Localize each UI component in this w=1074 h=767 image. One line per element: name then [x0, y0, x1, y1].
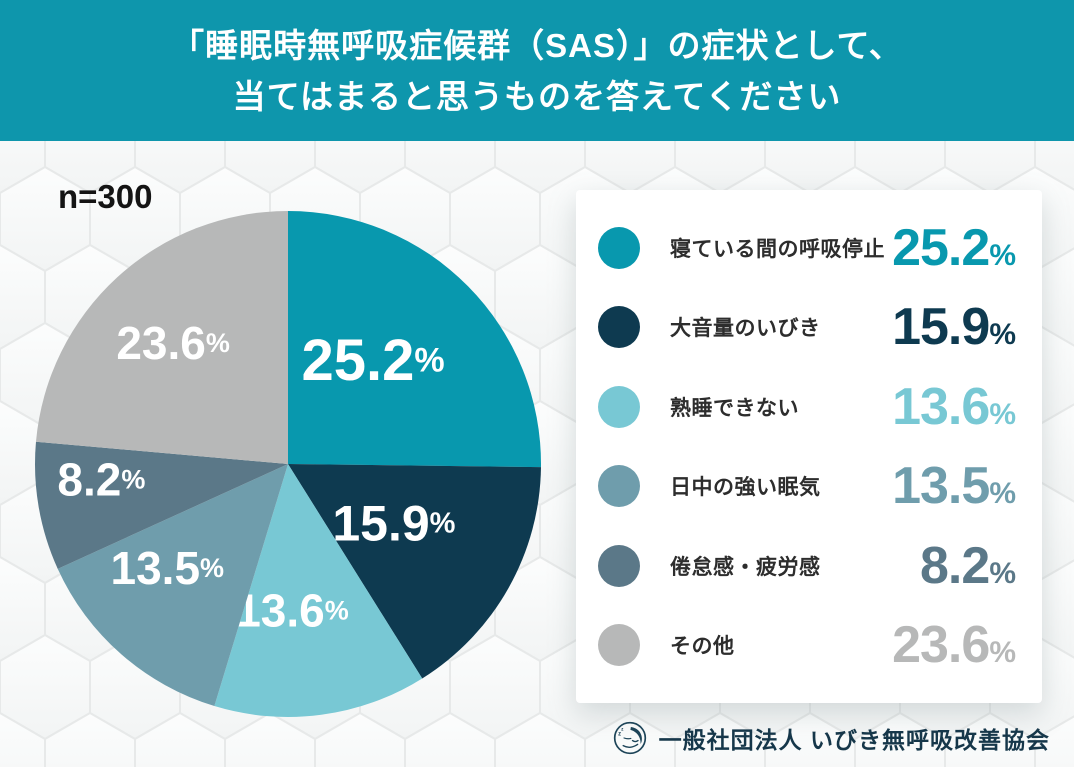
legend-row: 熟睡できない 13.6%: [598, 381, 1016, 433]
pie-slice: [288, 211, 541, 468]
legend-color-dot-icon: [598, 624, 640, 667]
footer: z z 一般社団法人 いびき無呼吸改善協会: [0, 716, 1050, 760]
pie-slice: [35, 441, 289, 569]
legend-panel: 寝ている間の呼吸停止 25.2% 大音量のいびき 15.9% 熟睡できない 13…: [576, 190, 1042, 703]
pie-slice: [57, 464, 289, 707]
legend-value: 13.5%: [892, 457, 1016, 516]
sample-size-label: n=300: [58, 178, 153, 215]
pie-chart: 25.2% 15.9% 13.6% 13.5% 8.2% 23.6%: [33, 209, 543, 719]
legend-value: 23.6%: [892, 616, 1016, 675]
svg-text:z: z: [618, 731, 621, 737]
pie-slice: [214, 464, 423, 718]
legend-color-dot-icon: [598, 226, 640, 269]
organization-name: 一般社団法人 いびき無呼吸改善協会: [658, 727, 1050, 753]
legend-value: 15.9%: [892, 298, 1016, 357]
legend-color-dot-icon: [598, 385, 640, 428]
legend-color-dot-icon: [598, 465, 640, 508]
legend-row: 日中の強い眠気 13.5%: [598, 460, 1016, 512]
header-banner: 「睡眠時無呼吸症候群（SAS）」の症状として、 当てはまると思うものを答えてくだ…: [0, 0, 1074, 141]
pie-slice: [288, 464, 541, 679]
legend-row: 寝ている間の呼吸停止 25.2%: [598, 222, 1016, 274]
title-line-2: 当てはまると思うものを答えてください: [232, 77, 842, 115]
legend-label: 熟睡できない: [670, 396, 799, 420]
legend-label: 寝ている間の呼吸停止: [670, 237, 885, 261]
legend-value: 25.2%: [892, 218, 1016, 277]
legend-label: 倦怠感・疲労感: [670, 555, 821, 579]
legend-color-dot-icon: [598, 544, 640, 587]
legend-value: 8.2%: [920, 536, 1016, 595]
legend-row: 倦怠感・疲労感 8.2%: [598, 540, 1016, 592]
svg-text:z: z: [621, 726, 624, 731]
legend-label: その他: [670, 635, 735, 659]
legend-label: 大音量のいびき: [670, 317, 821, 341]
title-line-1: 「睡眠時無呼吸症候群（SAS）」の症状として、: [171, 26, 903, 64]
legend-row: その他 23.6%: [598, 619, 1016, 671]
legend-color-dot-icon: [598, 306, 640, 349]
legend-row: 大音量のいびき 15.9%: [598, 301, 1016, 353]
legend-value: 13.6%: [892, 377, 1016, 436]
legend-label: 日中の強い眠気: [670, 476, 821, 500]
pie-slice: [35, 211, 289, 464]
association-logo-icon: z z: [613, 721, 646, 755]
